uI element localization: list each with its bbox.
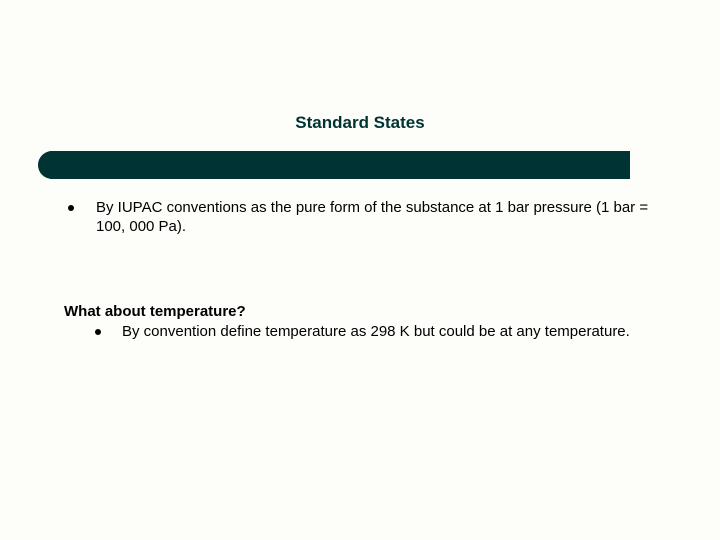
bullet-text: By convention define temperature as 298 … bbox=[122, 322, 660, 341]
bullet-text: By IUPAC conventions as the pure form of… bbox=[96, 198, 660, 236]
bullet-marker bbox=[68, 205, 74, 211]
bullet-marker bbox=[95, 329, 101, 335]
accent-bar-cap bbox=[38, 151, 66, 179]
accent-bar bbox=[50, 151, 630, 179]
slide-title: Standard States bbox=[0, 113, 720, 133]
question-heading: What about temperature? bbox=[64, 303, 246, 320]
